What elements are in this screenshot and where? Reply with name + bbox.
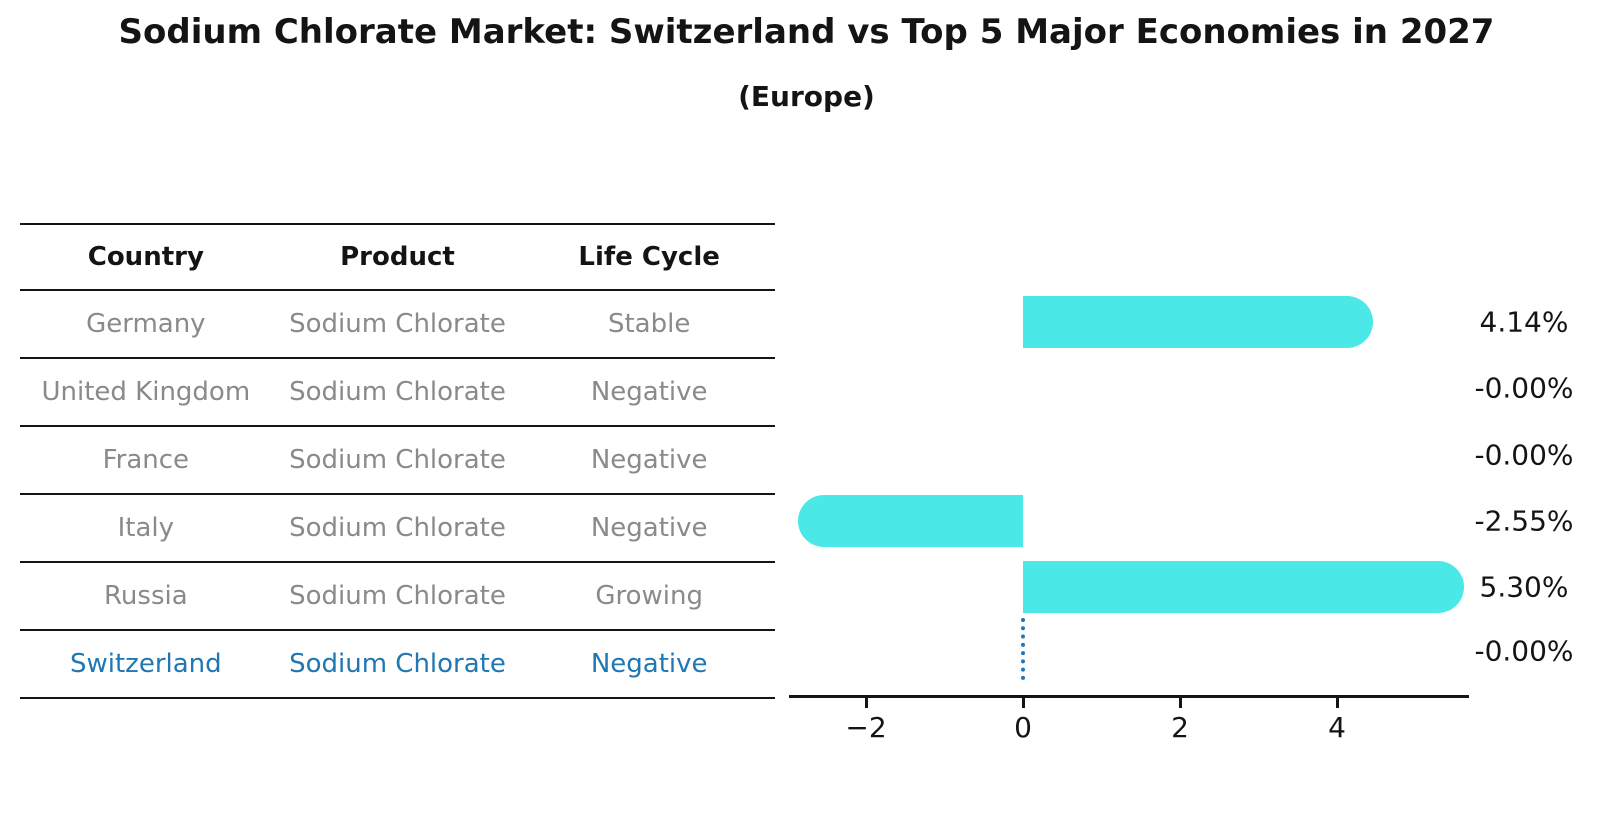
- x-axis-tick: [1021, 698, 1025, 708]
- table-body: Germany Sodium Chlorate Stable United Kingd…: [20, 290, 775, 699]
- cell-product: Sodium Chlorate: [271, 290, 524, 359]
- cell-product: Sodium Chlorate: [271, 426, 524, 495]
- cell-product: Sodium Chlorate: [271, 562, 524, 631]
- cell-life-cycle: Negative: [523, 494, 775, 563]
- x-axis-line: [789, 695, 1469, 698]
- x-axis-tick-label: 4: [1328, 711, 1346, 744]
- cell-life-cycle: Growing: [523, 562, 775, 631]
- table-header-row: Country Product Life Cycle: [20, 223, 775, 291]
- cell-product: Sodium Chlorate: [271, 494, 524, 563]
- cell-product: Sodium Chlorate: [271, 630, 524, 699]
- x-axis-tick: [1335, 698, 1339, 708]
- value-label-france: -0.00%: [1474, 438, 1574, 472]
- cell-country: France: [20, 426, 272, 495]
- page-subtitle: (Europe): [738, 80, 875, 113]
- cell-life-cycle: Negative: [523, 630, 775, 699]
- x-axis-tick-label: −2: [845, 711, 887, 744]
- x-axis-tick: [864, 698, 868, 708]
- table-row-france: France Sodium Chlorate Negative: [20, 426, 775, 495]
- bar-russia: [1023, 561, 1465, 613]
- table-row-germany: Germany Sodium Chlorate Stable: [20, 290, 775, 359]
- cell-country: Switzerland: [20, 630, 272, 699]
- table-row-russia: Russia Sodium Chlorate Growing: [20, 562, 775, 631]
- value-label-italy: -2.55%: [1474, 504, 1574, 538]
- column-header-product: Product: [271, 223, 524, 291]
- value-label-russia: 5.30%: [1479, 570, 1569, 604]
- cell-life-cycle: Negative: [523, 358, 775, 427]
- value-label-germany: 4.14%: [1479, 305, 1569, 339]
- cell-country: Italy: [20, 494, 272, 563]
- highlight-zero-dotted-line: [1021, 618, 1025, 680]
- x-axis-tick-label: 2: [1171, 711, 1189, 744]
- cell-life-cycle: Negative: [523, 426, 775, 495]
- x-axis-tick-label: 0: [1014, 711, 1032, 744]
- table-row-switzerland: Switzerland Sodium Chlorate Negative: [20, 630, 775, 699]
- cell-country: Russia: [20, 562, 272, 631]
- bar-italy: [797, 495, 1023, 547]
- value-label-united-kingdom: -0.00%: [1474, 371, 1574, 405]
- x-axis-tick: [1178, 698, 1182, 708]
- cell-product: Sodium Chlorate: [271, 358, 524, 427]
- cell-life-cycle: Stable: [523, 290, 775, 359]
- page-title: Sodium Chlorate Market: Switzerland vs T…: [118, 12, 1495, 52]
- cell-country: Germany: [20, 290, 272, 359]
- cell-country: United Kingdom: [20, 358, 272, 427]
- table-row-italy: Italy Sodium Chlorate Negative: [20, 494, 775, 563]
- table-row-united-kingdom: United Kingdom Sodium Chlorate Negative: [20, 358, 775, 427]
- column-header-life-cycle: Life Cycle: [523, 223, 775, 291]
- country-table: Country Product Life Cycle Germany Sodium C…: [20, 223, 775, 699]
- value-label-switzerland: -0.00%: [1474, 634, 1574, 668]
- column-header-country: Country: [20, 223, 272, 291]
- bar-germany: [1023, 296, 1373, 348]
